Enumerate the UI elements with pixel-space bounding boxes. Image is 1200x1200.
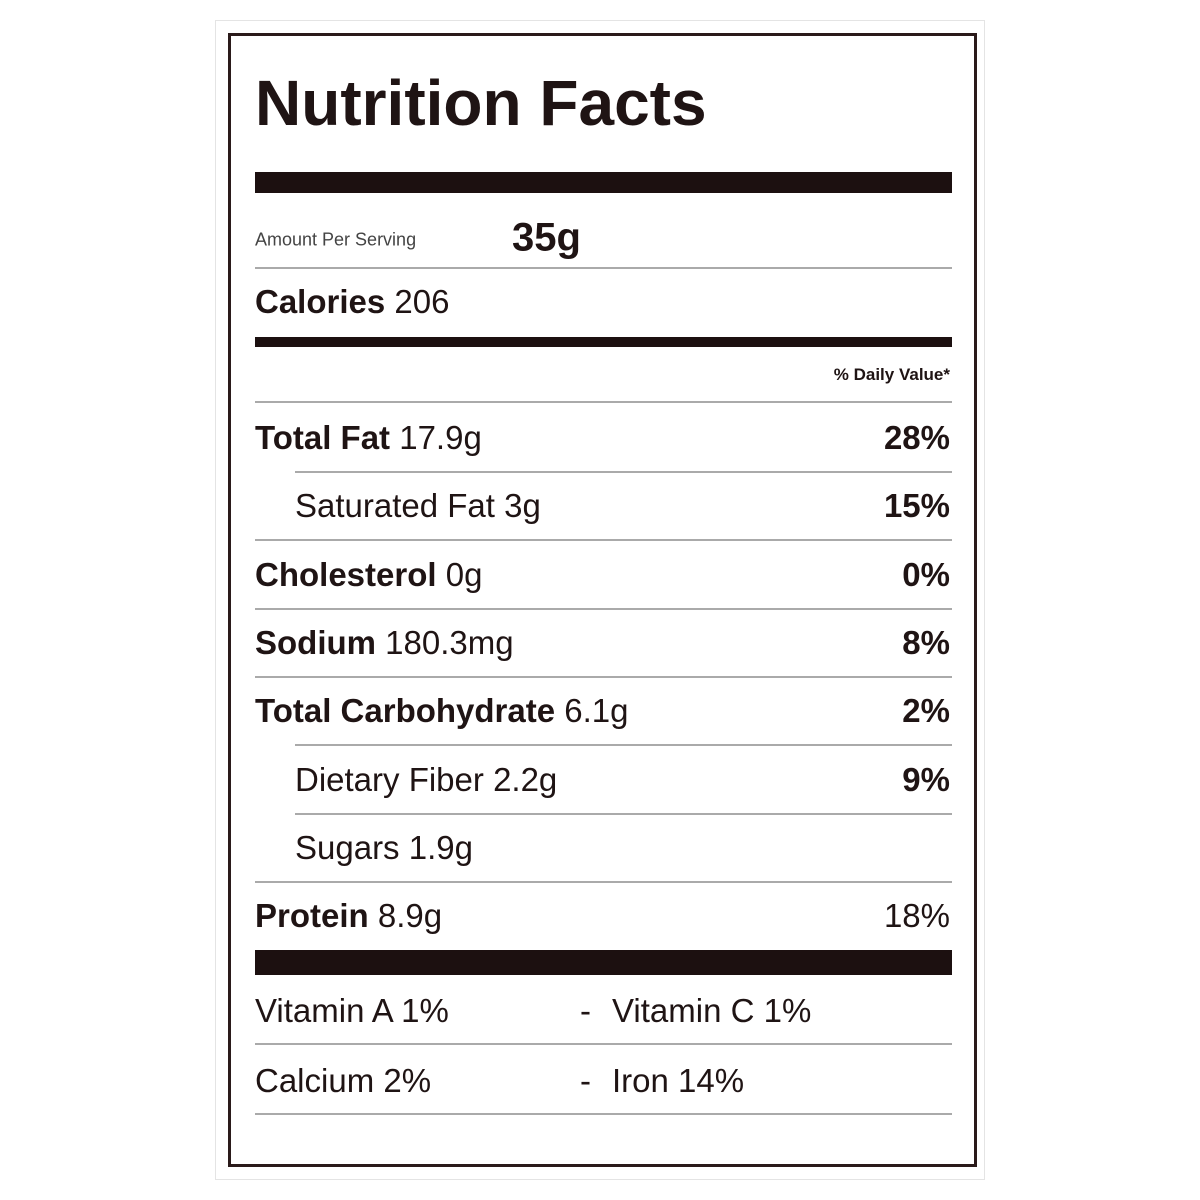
rule — [295, 471, 952, 473]
rule — [295, 812, 952, 815]
thick-bar — [255, 950, 952, 975]
calories-label: Calories — [255, 283, 386, 320]
daily-value-header: % Daily Value* — [833, 365, 950, 384]
rule — [255, 675, 952, 678]
nutrient-amount: 3g — [504, 487, 541, 525]
rule — [255, 607, 952, 610]
rule — [255, 1043, 952, 1045]
calories-value: 206 — [394, 283, 450, 320]
nutrient-amount: 17.9g — [399, 419, 482, 456]
serving-label: Amount Per Serving — [255, 229, 417, 250]
vitamin: Vitamin C 1% — [612, 992, 812, 1029]
daily-value: 2% — [902, 692, 950, 730]
nutrient-text: Dietary Fiber 2.2g — [295, 761, 557, 799]
nutrient-text: Cholesterol 0g — [255, 556, 482, 594]
nutrient-amount: 0g — [445, 555, 483, 593]
label-outer — [215, 20, 985, 1180]
nutrient-name: Total Carbohydrate — [255, 692, 556, 730]
calories: Calories 206 — [255, 283, 449, 321]
daily-value: 8% — [902, 623, 950, 661]
nutrient-name: Protein — [255, 897, 369, 935]
vitamin: Calcium 2% — [255, 1062, 432, 1099]
label-frame — [228, 33, 977, 1167]
daily-value: 28% — [883, 419, 950, 456]
nutrient-amount: 8.9g — [377, 897, 443, 935]
daily-value: 9% — [902, 760, 950, 798]
nutrient-text: Total Carbohydrate 6.1g — [255, 692, 629, 730]
nutrient-name: Saturated Fat — [295, 487, 495, 525]
rule — [255, 880, 952, 883]
separator: - — [580, 992, 591, 1029]
vitamin: Vitamin A 1% — [255, 992, 449, 1029]
nutrient-text: Total Fat 17.9g — [255, 419, 482, 457]
nutrient-amount: 180.3mg — [385, 623, 514, 661]
thick-bar — [255, 172, 952, 193]
nutrient-amount: 1.9g — [408, 828, 473, 866]
nutrient-text: Sugars 1.9g — [295, 829, 473, 867]
nutrient-text: Sodium 180.3mg — [255, 624, 514, 662]
nutrient-name: Sodium — [255, 623, 376, 661]
nutrient-name: Cholesterol — [255, 555, 437, 593]
daily-value: 18% — [883, 897, 950, 935]
title: Nutrition Facts — [255, 67, 707, 139]
separator: - — [580, 1062, 591, 1099]
medium-bar — [255, 337, 952, 347]
nutrient-text: Saturated Fat 3g — [295, 487, 541, 525]
nutrient-text: Protein 8.9g — [255, 897, 442, 935]
rule — [295, 744, 952, 747]
rule — [255, 267, 952, 269]
serving-value: 35g — [512, 215, 581, 260]
nutrient-amount: 6.1g — [564, 692, 629, 730]
nutrient-name: Total Fat — [255, 419, 391, 456]
daily-value: 15% — [883, 487, 950, 525]
nutrient-amount: 2.2g — [493, 760, 558, 798]
rule — [255, 539, 952, 542]
nutrient-name: Dietary Fiber — [295, 760, 484, 798]
vitamin: Iron 14% — [612, 1062, 745, 1099]
nutrient-name: Sugars — [295, 828, 400, 866]
daily-value: 0% — [902, 555, 950, 593]
rule — [255, 401, 952, 403]
rule — [255, 1113, 952, 1115]
